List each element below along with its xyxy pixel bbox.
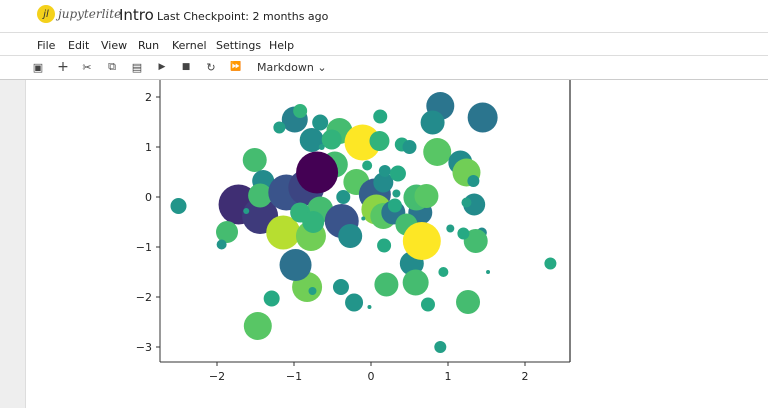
scatter-point <box>374 272 399 297</box>
cell-type-dropdown[interactable]: Markdown ⌄ <box>257 61 327 74</box>
x-tick-label: 0 <box>368 370 375 383</box>
scatter-point <box>308 287 317 295</box>
scatter-point <box>296 151 339 194</box>
scatter-point <box>243 312 272 340</box>
logo-text: jupyterlite <box>58 7 122 21</box>
x-tick-label: −2 <box>209 370 225 383</box>
scatter-point <box>336 190 351 204</box>
y-tick-label: 2 <box>145 91 152 104</box>
scatter-point <box>377 238 392 253</box>
scatter-point <box>338 224 363 248</box>
scatter-point <box>392 189 401 198</box>
scatter-point <box>170 198 187 214</box>
scatter-point <box>373 172 394 193</box>
y-tick-label: −2 <box>136 291 152 304</box>
cell-type-value: Markdown <box>257 61 314 74</box>
menu-help[interactable]: Help <box>269 39 295 52</box>
jupyterlite-logo[interactable]: jl jupyterlite <box>37 5 121 23</box>
cut-icon[interactable]: ✂ <box>82 60 92 74</box>
scatter-point <box>216 239 227 250</box>
menu-edit[interactable]: Edit <box>68 39 90 52</box>
scatter-point <box>302 211 325 233</box>
scatter-point <box>402 222 441 260</box>
chevron-down-icon: ⌄ <box>317 61 327 74</box>
scatter-point <box>438 267 449 277</box>
scatter-point <box>361 216 366 221</box>
scatter-point <box>446 224 455 233</box>
left-gutter <box>0 80 26 408</box>
top-bar: jl jupyterlite Intro Last Checkpoint: 2 … <box>0 0 768 33</box>
menu-bar: File Edit View Run Kernel Settings Help <box>0 33 768 56</box>
scatter-point <box>387 198 402 213</box>
scatter-point <box>266 215 301 250</box>
copy-icon[interactable]: ⧉ <box>108 60 116 73</box>
scatter-point <box>263 290 280 307</box>
y-tick-label: 1 <box>145 141 152 154</box>
scatter-point <box>345 293 364 312</box>
scatter-point <box>378 165 391 177</box>
scatter-point <box>467 175 480 187</box>
scatter-point <box>248 183 273 208</box>
x-tick-label: 2 <box>522 370 529 383</box>
scatter-point <box>486 270 491 274</box>
points-layer <box>170 92 557 353</box>
scatter-point <box>321 129 342 150</box>
save-icon[interactable]: ▣ <box>32 60 44 74</box>
run-all-icon[interactable]: ⏩ <box>230 62 242 72</box>
y-tick-label: 0 <box>145 191 152 204</box>
menu-kernel[interactable]: Kernel <box>172 39 207 52</box>
scatter-point <box>362 160 373 171</box>
scatter-point <box>544 257 557 270</box>
x-tick-label: 1 <box>445 370 452 383</box>
x-tick-label: −1 <box>286 370 302 383</box>
scatter-point <box>279 249 312 281</box>
notebook-title[interactable]: Intro <box>119 6 154 24</box>
y-tick-label: −1 <box>136 241 152 254</box>
scatter-point <box>299 128 324 152</box>
scatter-point <box>367 305 372 309</box>
menu-run[interactable]: Run <box>138 39 160 52</box>
scatter-point <box>243 208 250 214</box>
scatter-point <box>293 104 308 118</box>
scatter-point <box>332 279 349 295</box>
scatter-point <box>318 144 325 150</box>
scatter-point <box>420 110 445 135</box>
run-icon[interactable]: ▶ <box>158 62 166 72</box>
add-cell-icon[interactable]: + <box>57 59 69 75</box>
paste-icon[interactable]: ▤ <box>131 60 143 74</box>
scatter-point <box>461 197 472 208</box>
checkpoint-status: Last Checkpoint: 2 months ago <box>157 10 329 23</box>
scatter-plot: −2 −1 0 1 2 2 1 0 −1 −2 −3 <box>136 80 571 383</box>
scatter-point <box>273 121 286 134</box>
scatter-point <box>414 184 439 208</box>
scatter-point <box>423 138 452 166</box>
stop-icon[interactable]: ■ <box>181 62 191 72</box>
scatter-point <box>216 221 239 243</box>
y-tick-label: −3 <box>136 341 152 354</box>
scatter-point <box>434 341 447 353</box>
scatter-point <box>467 102 498 133</box>
scatter-point <box>456 290 481 314</box>
notebook-toolbar: ▣ + ✂ ⧉ ▤ ▶ ■ ↻ ⏩ Markdown ⌄ <box>0 56 768 80</box>
scatter-point <box>312 114 329 131</box>
scatter-point <box>463 229 488 253</box>
menu-view[interactable]: View <box>101 39 128 52</box>
logo-bulb-icon: jl <box>37 5 55 23</box>
restart-icon[interactable]: ↻ <box>206 60 216 74</box>
menu-file[interactable]: File <box>37 39 56 52</box>
scatter-point <box>369 131 390 151</box>
scatter-point <box>344 124 381 161</box>
scatter-point <box>402 140 417 154</box>
scatter-point <box>420 297 435 312</box>
scatter-point <box>457 227 470 240</box>
scatter-point <box>242 148 267 172</box>
scatter-point <box>402 269 429 296</box>
scatter-point <box>373 109 388 124</box>
menu-settings[interactable]: Settings <box>216 39 262 52</box>
scatter-point <box>389 165 406 182</box>
